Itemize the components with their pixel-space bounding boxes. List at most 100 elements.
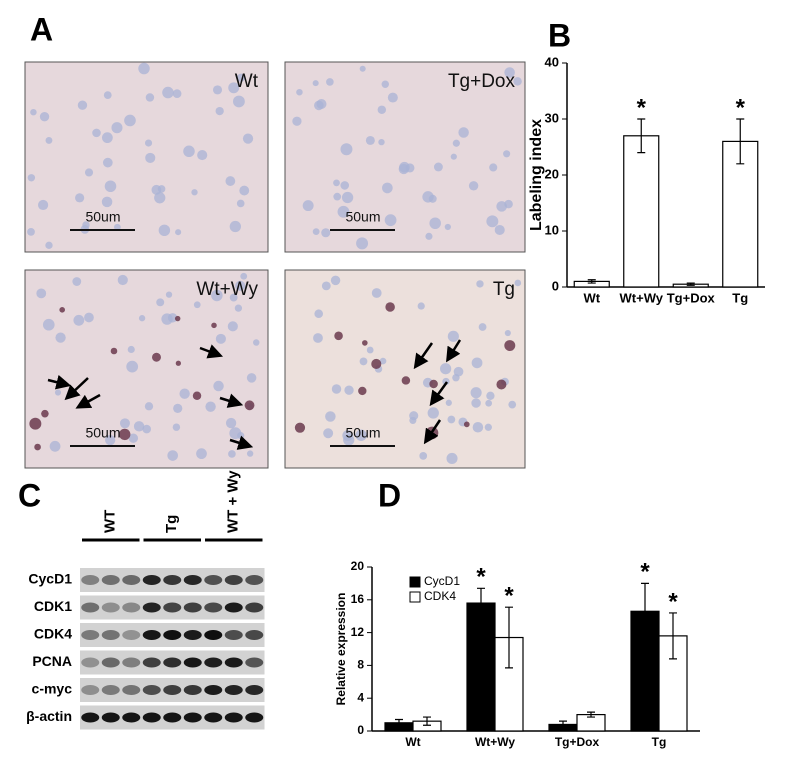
panel-label: C: [18, 477, 41, 513]
arrow: [199, 344, 224, 359]
nucleus: [236, 199, 245, 208]
nucleus: [55, 332, 66, 343]
micrograph-label: Tg: [493, 279, 515, 300]
nucleus: [239, 185, 250, 196]
nucleus: [313, 333, 323, 343]
stained-nucleus: [192, 391, 202, 400]
y-axis-label: Labeling index: [528, 119, 545, 231]
legend-label: CycD1: [424, 574, 460, 588]
nucleus: [49, 440, 61, 452]
row-label: CDK1: [34, 598, 72, 614]
stained-nucleus: [463, 421, 470, 428]
nucleus: [145, 152, 156, 163]
nucleus: [227, 321, 238, 332]
error-bar: [559, 720, 567, 729]
nucleus: [162, 86, 174, 99]
nucleus: [452, 139, 460, 147]
nucleus: [366, 346, 374, 354]
nucleus: [494, 224, 505, 236]
stained-nucleus: [244, 400, 255, 411]
nucleus: [486, 391, 495, 400]
stained-nucleus: [59, 307, 66, 313]
nucleus: [235, 280, 246, 291]
row-label: CycD1: [28, 571, 72, 587]
row-label: β-actin: [26, 708, 72, 724]
nucleus: [36, 288, 47, 299]
nucleus: [191, 189, 198, 196]
significance-mark: *: [637, 94, 647, 121]
bar: [466, 602, 496, 732]
bar: [722, 140, 759, 288]
error-bar: [637, 118, 646, 154]
nucleus: [504, 67, 515, 78]
nucleus: [229, 293, 238, 302]
x-tick-label: Wt: [583, 290, 600, 305]
bar: [623, 135, 660, 288]
blot-band: [245, 657, 264, 668]
nucleus: [172, 89, 182, 99]
nucleus: [486, 215, 499, 228]
significance-mark: *: [640, 559, 650, 586]
nucleus: [215, 333, 226, 344]
micrograph-bg: [24, 269, 269, 469]
legend-swatch: [409, 591, 421, 603]
arrow: [229, 435, 254, 450]
nucleus: [359, 65, 366, 72]
blot-band: [245, 575, 264, 585]
nucleus: [72, 277, 82, 286]
x-tick-label: Tg+Dox: [555, 735, 600, 749]
blot-band: [101, 630, 120, 640]
blot-band: [163, 712, 182, 723]
micrograph-label: Tg+Dox: [448, 71, 516, 92]
nucleus: [253, 339, 260, 346]
nucleus: [158, 224, 171, 237]
nucleus: [229, 220, 241, 233]
scale-bar-label: 50um: [85, 425, 120, 441]
error-bar: [641, 582, 649, 640]
nucleus: [489, 163, 498, 172]
blot-band: [81, 712, 100, 723]
nucleus: [312, 80, 319, 87]
nucleus: [472, 421, 484, 433]
arrow: [75, 393, 101, 409]
nucleus: [172, 423, 181, 431]
nucleus: [183, 145, 195, 158]
nucleus: [417, 302, 425, 310]
nucleus: [371, 288, 382, 298]
nucleus: [157, 185, 166, 193]
stained-nucleus: [371, 358, 382, 369]
nucleus: [513, 77, 522, 86]
nucleus: [228, 450, 236, 458]
y-axis-label: Relative expression: [334, 593, 348, 706]
blot-band: [183, 712, 202, 723]
nucleus: [101, 196, 113, 208]
arrow: [219, 393, 244, 408]
nucleus: [54, 389, 62, 396]
blot-band: [101, 575, 120, 585]
nucleus: [433, 162, 443, 172]
nucleus: [144, 402, 154, 411]
nucleus: [156, 298, 165, 307]
nucleus: [312, 228, 320, 235]
blot-band: [204, 712, 223, 723]
nucleus: [39, 111, 50, 122]
y-tick-label: 0: [357, 723, 364, 737]
nucleus: [508, 400, 517, 409]
panel-label: B: [548, 17, 571, 53]
blot-band: [81, 575, 100, 585]
significance-mark: *: [668, 588, 678, 615]
blot-band: [183, 657, 202, 668]
nucleus: [42, 318, 55, 331]
nucleus: [215, 106, 224, 116]
blot-band: [142, 575, 161, 585]
blot-band: [163, 602, 182, 613]
blot-band: [142, 685, 161, 695]
stained-nucleus: [29, 417, 42, 430]
x-tick-label: Wt+Wy: [620, 290, 664, 305]
error-bar: [587, 711, 595, 718]
blot-band: [101, 602, 120, 613]
nucleus: [114, 223, 121, 231]
nucleus: [514, 279, 522, 287]
error-bar: [669, 612, 677, 660]
nucleus: [484, 423, 492, 431]
